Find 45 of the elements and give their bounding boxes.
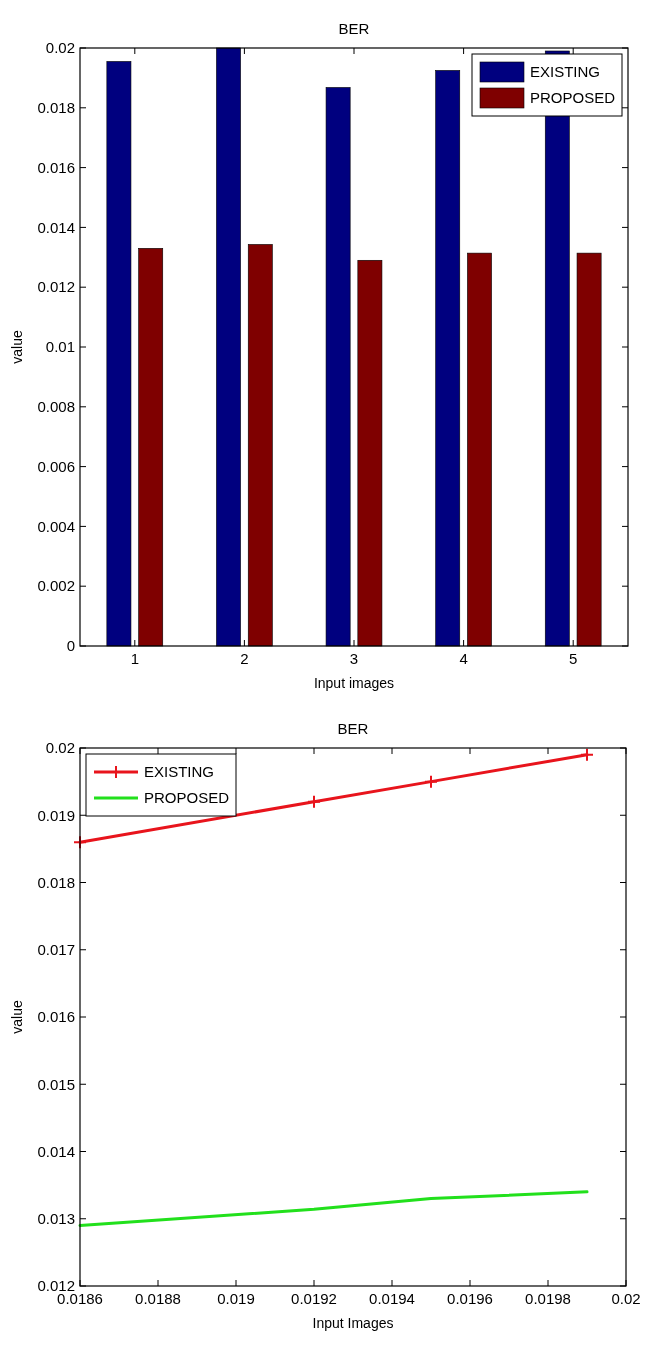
- legend-label: EXISTING: [530, 63, 601, 81]
- point: [424, 774, 438, 789]
- x-tick-label: 0.0192: [291, 1290, 337, 1307]
- x-tick-label: 0.019: [217, 1290, 255, 1307]
- y-tick-label: 0: [66, 637, 75, 655]
- x-axis-title: Input images: [313, 675, 395, 691]
- x-tick-label: 0.02: [611, 1290, 641, 1307]
- y-tick-label: 0.004: [37, 517, 75, 535]
- y-tick-label: 0.018: [37, 873, 75, 891]
- x-tick-label: 0.0194: [369, 1290, 415, 1307]
- y-tick-label: 0.015: [37, 1075, 75, 1093]
- legend-label: EXISTING: [144, 763, 215, 781]
- x-tick-label: 4: [459, 650, 468, 667]
- x-tick-label: 1: [130, 650, 139, 667]
- legend-label: PROPOSED: [144, 789, 230, 807]
- x-tick-label: 0.0188: [135, 1290, 181, 1307]
- y-tick-label: 0.01: [45, 338, 75, 356]
- x-tick-label: 0.0198: [525, 1290, 571, 1307]
- y-tick-label: 0.008: [37, 398, 75, 416]
- line-series: [78, 1190, 589, 1227]
- x-tick-label: 3: [349, 650, 359, 667]
- x-tick-label: 0.0196: [447, 1290, 493, 1307]
- y-tick-label: 0.017: [37, 941, 75, 958]
- chart-title: BER: [337, 720, 369, 737]
- point: [580, 747, 594, 762]
- chart-title: BER: [338, 20, 370, 37]
- y-tick-label: 0.012: [37, 278, 75, 296]
- point: [307, 794, 321, 809]
- x-tick-label: 5: [569, 650, 578, 667]
- y-tick-label: 0.002: [37, 577, 75, 595]
- legend-label: PROPOSED: [530, 89, 616, 107]
- y-tick-label: 0.019: [37, 806, 75, 824]
- y-tick-label: 0.018: [37, 99, 75, 117]
- y-axis-title: value: [9, 330, 25, 364]
- y-axis-title: value: [9, 1000, 25, 1034]
- y-tick-label: 0.014: [37, 218, 75, 236]
- y-tick-label: 0.014: [37, 1142, 75, 1160]
- y-tick-label: 0.006: [37, 457, 75, 475]
- y-tick-label: 0.02: [45, 739, 75, 757]
- x-axis-title: Input Images: [312, 1315, 394, 1331]
- x-tick-label: 2: [240, 650, 249, 667]
- y-tick-label: 0.02: [45, 39, 75, 57]
- y-tick-label: 0.013: [37, 1210, 75, 1227]
- y-tick-label: 0.016: [37, 158, 75, 176]
- y-tick-label: 0.016: [37, 1008, 75, 1026]
